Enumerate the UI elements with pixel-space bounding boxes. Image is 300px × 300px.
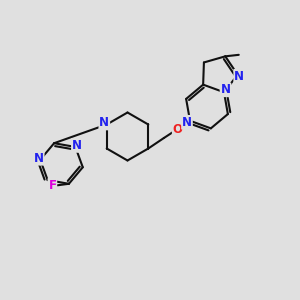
Text: F: F bbox=[48, 179, 56, 192]
Text: N: N bbox=[220, 83, 230, 96]
Text: N: N bbox=[182, 116, 192, 129]
Text: N: N bbox=[34, 152, 44, 165]
Text: O: O bbox=[173, 122, 183, 136]
Text: N: N bbox=[234, 70, 244, 83]
Text: N: N bbox=[99, 116, 109, 130]
Text: N: N bbox=[72, 139, 82, 152]
